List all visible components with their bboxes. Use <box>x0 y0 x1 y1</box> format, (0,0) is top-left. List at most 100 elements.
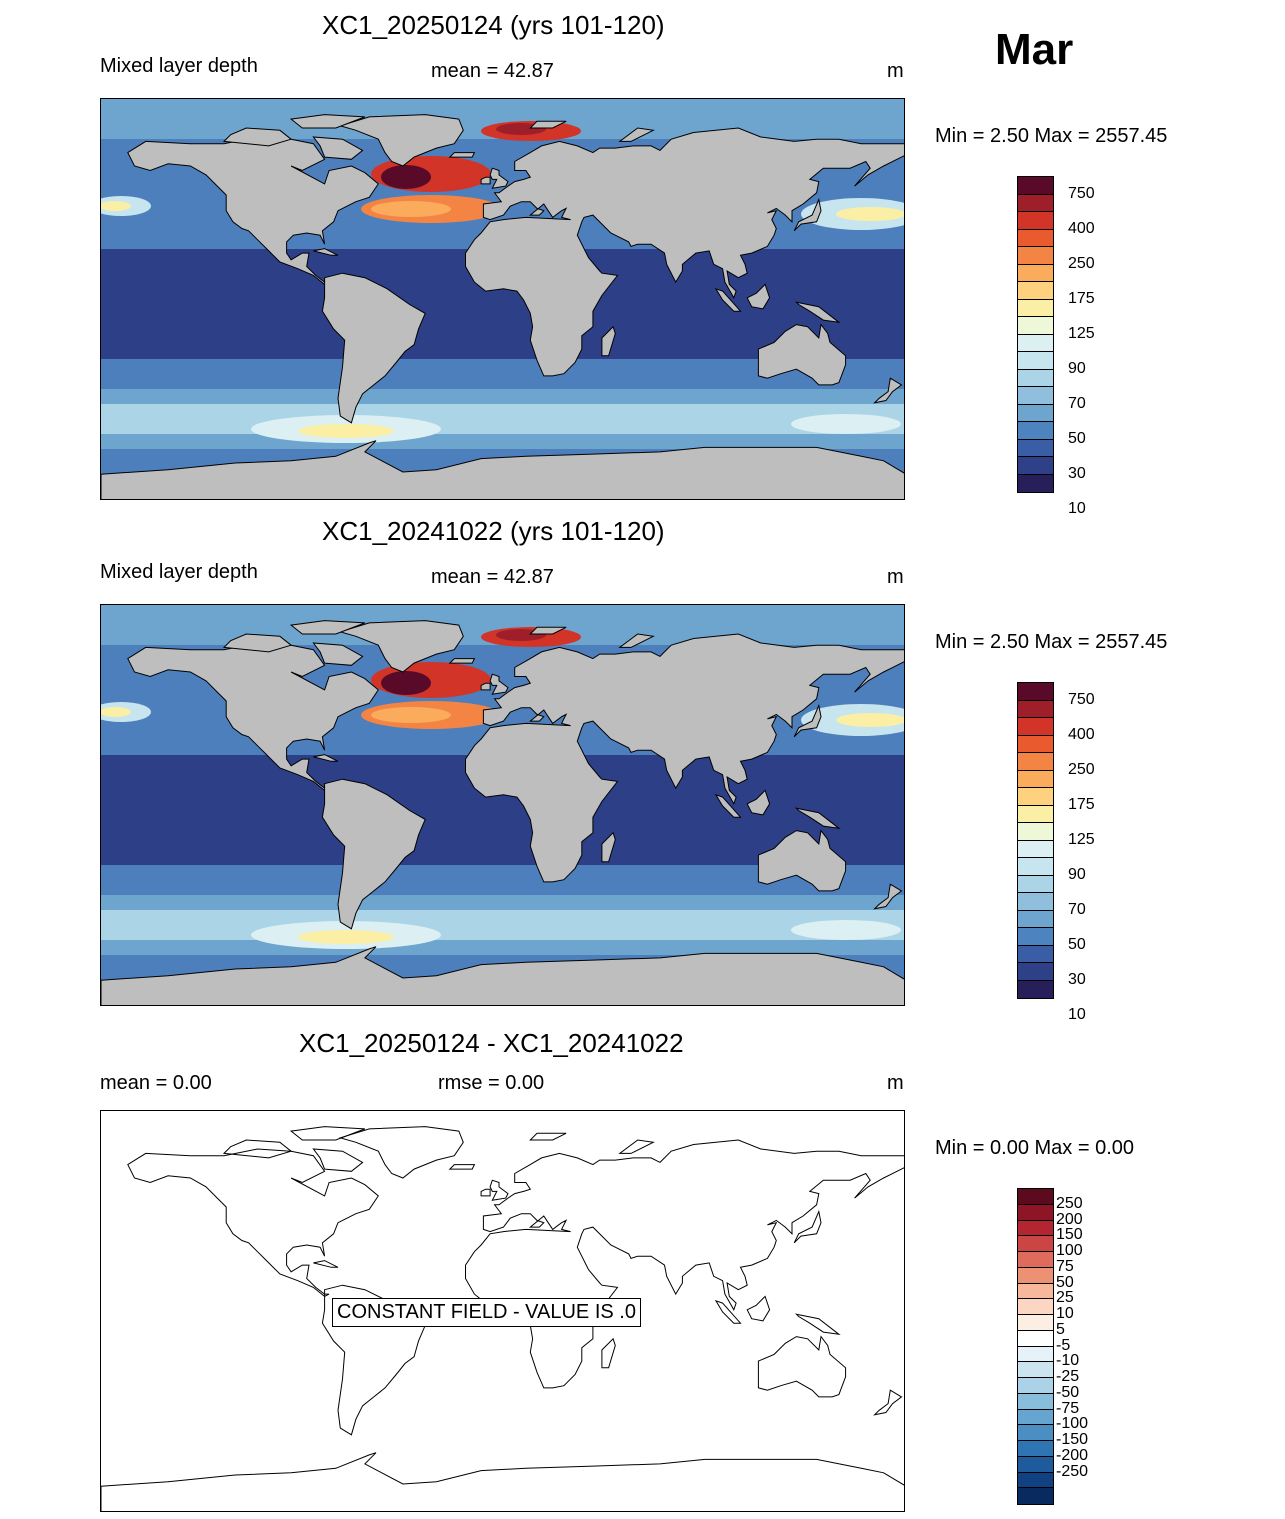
landmass-baffin <box>312 642 364 666</box>
colorbar-cell <box>1018 282 1053 300</box>
colorbar-cell <box>1018 369 1053 387</box>
colorbar-label: 750 <box>1068 184 1095 202</box>
colorbar-cell <box>1018 840 1053 858</box>
colorbar-cell <box>1018 980 1053 998</box>
mld-field-2 <box>101 605 904 1005</box>
panel1-map <box>100 98 905 500</box>
colorbar-label: 250 <box>1056 1194 1083 1212</box>
landmass-ellesmere <box>289 1126 366 1141</box>
landmass-baffin <box>312 1148 364 1172</box>
colorbar-cell <box>1018 439 1053 457</box>
colorbar-label: 10 <box>1068 1005 1086 1023</box>
landmass-novaya-zemlya <box>618 1139 655 1154</box>
colorbar-cell <box>1018 474 1053 492</box>
landmass-sumatra <box>714 793 742 818</box>
colorbar-label: 125 <box>1068 324 1095 342</box>
colorbar-cell <box>1018 1488 1053 1504</box>
colorbar-cell <box>1018 928 1053 946</box>
colorbar-label: -50 <box>1056 1383 1080 1401</box>
colorbar-cell <box>1018 212 1053 230</box>
colorbar-cell <box>1018 1204 1053 1221</box>
colorbar-cell <box>1018 910 1053 928</box>
colorbar-cell <box>1018 893 1053 911</box>
landmass-japan <box>793 703 822 738</box>
colorbar-label: -10 <box>1056 1352 1080 1370</box>
landmass-iceland <box>448 1164 476 1170</box>
colorbar-label: 250 <box>1068 760 1095 778</box>
mld-field-1 <box>101 99 904 499</box>
landmass-japan <box>793 197 822 232</box>
landmass-borneo <box>746 283 771 310</box>
colorbar-label: 5 <box>1056 1320 1065 1338</box>
panel3-units: m <box>887 1072 904 1094</box>
colorbar-cell <box>1018 247 1053 265</box>
landmass-new-guinea <box>794 301 841 324</box>
landmass-new-guinea <box>794 1313 841 1336</box>
panel2-map <box>100 604 905 1006</box>
colorbar-label: -25 <box>1056 1368 1080 1385</box>
colorbar-label: -100 <box>1056 1415 1089 1433</box>
landmass-svalbard <box>529 626 567 635</box>
colorbar-label: 10 <box>1068 499 1086 517</box>
landmass-ellesmere <box>289 114 366 129</box>
colorbar-cell <box>1018 735 1053 753</box>
panel2-minmax: Min = 2.50 Max = 2557.45 <box>935 631 1168 653</box>
colorbar-label: 50 <box>1068 935 1086 953</box>
landmass-madagascar <box>601 325 616 357</box>
landmass-antarctica <box>101 946 904 1005</box>
colorbar-label: 200 <box>1056 1210 1083 1228</box>
colorbar-cell <box>1018 1220 1053 1237</box>
colorbar-cell <box>1018 1456 1053 1473</box>
landmass-novaya-zemlya <box>618 127 655 142</box>
coastline-3 <box>101 1126 904 1511</box>
landmass-cuba <box>313 248 339 256</box>
colorbar-cell <box>1018 1425 1053 1441</box>
colorbar-label: -200 <box>1056 1446 1089 1464</box>
colorbar-cell <box>1018 753 1053 771</box>
landmass-baffin <box>312 136 364 160</box>
colorbar-cell <box>1018 1378 1053 1394</box>
landmass-svalbard <box>529 120 567 129</box>
colorbar-label: 50 <box>1056 1273 1074 1291</box>
colorbar-cell <box>1018 1267 1053 1284</box>
panel3-minmax: Min = 0.00 Max = 0.00 <box>935 1137 1135 1159</box>
landmass-sumatra <box>714 287 742 312</box>
colorbar-cell <box>1018 334 1053 352</box>
landmass-ireland <box>480 176 491 185</box>
colorbar-cell <box>1018 963 1053 981</box>
landmass-iceland <box>448 658 476 664</box>
colorbar-cell <box>1018 823 1053 841</box>
colorbar-cell <box>1018 177 1053 195</box>
colorbar-cell <box>1018 299 1053 317</box>
colorbar-label: 90 <box>1068 865 1086 883</box>
colorbar-cell <box>1018 805 1053 823</box>
landmass-greenland <box>338 1126 464 1179</box>
colorbar-cell <box>1018 404 1053 422</box>
colorbar-label: -5 <box>1056 1336 1071 1354</box>
colorbar-cell <box>1018 770 1053 788</box>
colorbar-cell <box>1018 1362 1053 1378</box>
colorbar-label: 175 <box>1068 289 1095 307</box>
colorbar-label: 30 <box>1068 464 1086 482</box>
colorbar-label: 150 <box>1056 1226 1083 1244</box>
colorbar-cell <box>1018 387 1053 405</box>
colorbar-cell <box>1018 788 1053 806</box>
colorbar-label: -250 <box>1056 1462 1089 1480</box>
landmass-africa-eurasia <box>465 1139 904 1389</box>
landmass-north-america <box>127 1148 379 1297</box>
panel1-minmax: Min = 2.50 Max = 2557.45 <box>935 125 1168 147</box>
colorbar-cell <box>1018 683 1053 701</box>
colorbar-cell <box>1018 1283 1053 1300</box>
colorbar-label: 125 <box>1068 830 1095 848</box>
colorbar-cell <box>1018 1236 1053 1252</box>
landmass-borneo <box>746 1295 771 1322</box>
colorbar-label: 175 <box>1068 795 1095 813</box>
panel3-colorbar <box>1017 1188 1054 1505</box>
colorbar-label: -150 <box>1056 1431 1089 1448</box>
landmass-new-guinea <box>794 807 841 830</box>
landmass-africa-eurasia <box>465 127 904 377</box>
landmass-arctic-isles <box>222 1139 293 1159</box>
colorbar-label: -75 <box>1056 1399 1080 1417</box>
colorbar-cell <box>1018 194 1053 212</box>
landmass-north-america <box>127 136 379 285</box>
